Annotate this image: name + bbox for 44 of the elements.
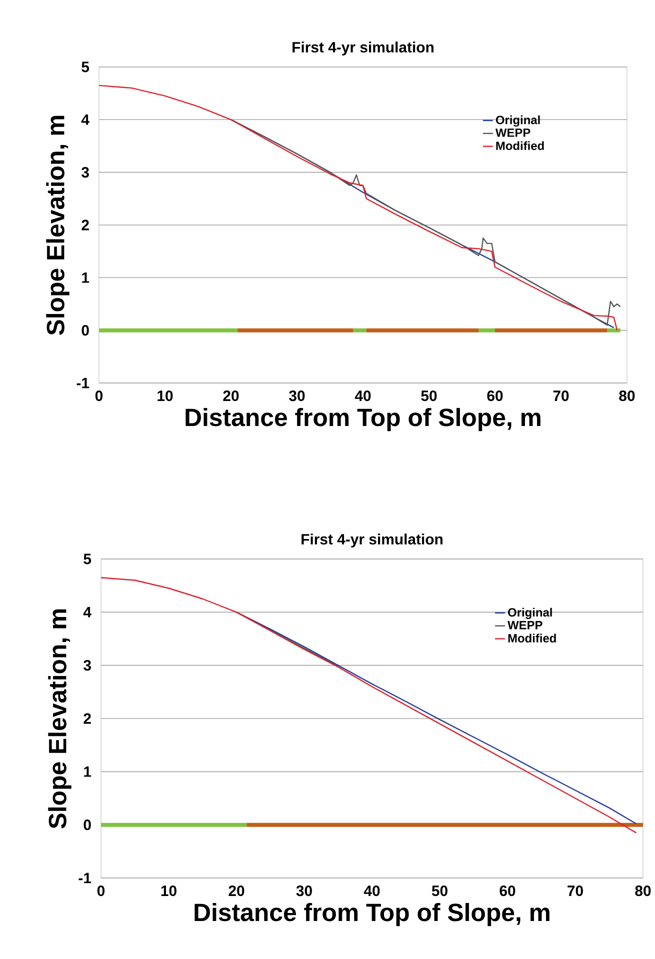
x-axis-title: Distance from Top of Slope, m [186,408,541,432]
x-tick-label: 80 [619,390,635,402]
x-tick-label: 50 [432,886,448,896]
y-tick-label: -1 [76,378,90,388]
y-tick-label: 2 [82,220,90,230]
x-tick-label: 30 [289,390,305,402]
x-tick-label: 70 [554,390,569,402]
x-tick-label: 0 [96,390,103,402]
x-tick-label: 10 [162,886,177,896]
x-tick-label: 0 [98,886,105,896]
legend-label: Original [496,115,540,127]
x-tick-label: 40 [355,390,371,402]
legend-label: WEPP [496,128,530,137]
x-tick-label: 60 [500,886,516,896]
legend-label: Original [508,608,552,620]
y-tick-label: 0 [82,325,90,336]
y-tick-label: 3 [84,660,92,671]
legend-label: WEPP [508,621,543,630]
y-tick-label: 2 [84,713,92,724]
x-tick-label: 20 [228,886,244,896]
x-tick-label: 30 [296,886,312,896]
y-tick-label: -1 [78,872,92,884]
chart-title: First 4-yr simulation [292,42,434,56]
y-axis-title: Slope Elevation, m [46,116,70,335]
legend-label: Modified [496,141,544,150]
y-tick-label: 5 [82,62,90,72]
y-tick-label: 3 [82,167,90,178]
legend-label: Modified [508,634,556,642]
y-tick-label: 1 [82,272,90,283]
y-tick-label: 5 [84,554,92,564]
y-tick-label: 0 [84,820,92,830]
x-tick-label: 20 [223,390,239,402]
x-axis-title: Distance from Top of Slope, m [194,902,550,926]
x-tick-label: 70 [568,886,584,896]
x-tick-label: 10 [158,390,173,402]
x-tick-label: 40 [364,886,380,896]
x-tick-label: 50 [421,390,437,402]
chart-title: First 4-yr simulation [302,534,443,548]
y-axis-title: Slope Elevation, m [48,609,72,829]
y-tick-label: 4 [84,607,92,618]
y-tick-label: 1 [84,766,92,777]
y-tick-label: 4 [82,114,90,125]
x-tick-label: 60 [487,390,503,402]
x-tick-label: 80 [635,886,651,896]
